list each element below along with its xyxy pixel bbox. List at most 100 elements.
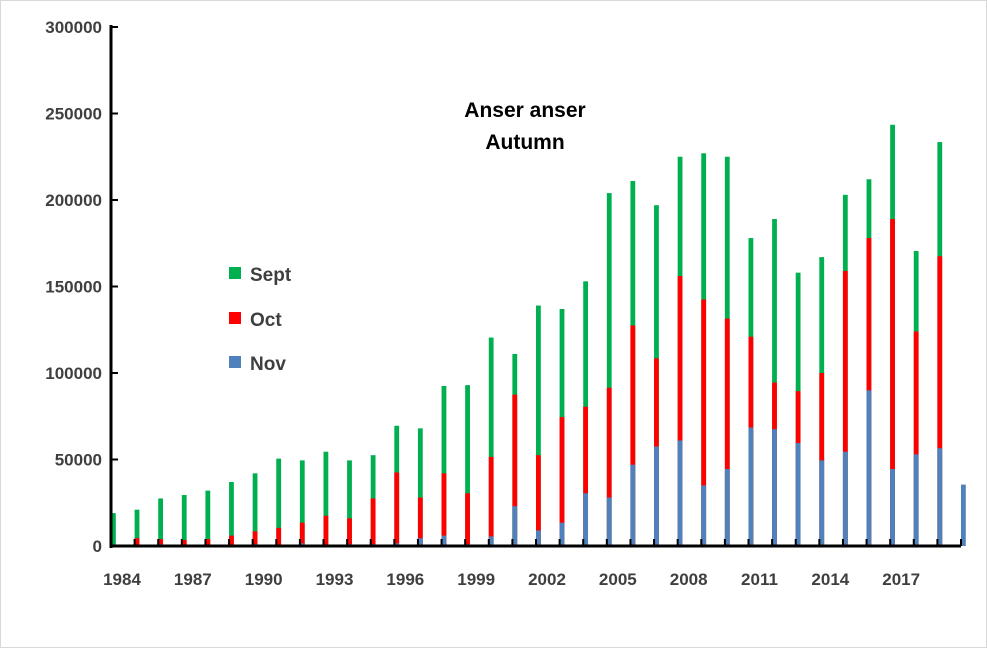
bar-oct-2008: [701, 299, 707, 546]
bar-oct-2007: [677, 276, 683, 546]
bar-nov-2010: [772, 429, 777, 546]
bar-nov-2000: [535, 530, 541, 546]
y-tick-label: 0: [93, 537, 102, 556]
bar-nov-1996: [441, 535, 447, 546]
bar-oct-2005: [630, 325, 636, 546]
bar-nov-1995: [417, 538, 423, 546]
bar-sept-1997: [417, 428, 423, 546]
bar-nov-1999: [512, 506, 518, 546]
bar-oct-1984: [134, 538, 140, 546]
bar-sept-2002: [536, 305, 541, 546]
bar-nov-2018: [960, 484, 966, 546]
bar-sept-1987: [181, 494, 187, 546]
bar-oct-2018: [937, 256, 943, 546]
bar-oct-1994: [370, 498, 376, 546]
bar-oct-2000: [512, 394, 518, 547]
bar-oct-1989: [252, 531, 258, 546]
bar-oct-2001: [535, 455, 541, 546]
y-tick-label: 50000: [55, 451, 102, 470]
bar-oct-1988: [229, 535, 234, 546]
x-tick-label: 2008: [670, 570, 708, 589]
x-tick-labels: 1984 1987 1990 1993 1996 1999 2002 2005 2008 2011…: [103, 570, 920, 589]
bar-oct-2004: [606, 387, 612, 546]
axes-group: [109, 25, 962, 548]
bar-oct-1986: [181, 539, 187, 546]
bar-oct-2013: [819, 373, 825, 546]
x-tick-label: 2002: [528, 570, 566, 589]
x-tick-label: 2017: [882, 570, 920, 589]
bar-sept-1993: [323, 451, 329, 546]
y-tick-label: 300000: [45, 18, 102, 37]
x-tick-label: 2005: [599, 570, 637, 589]
bar-nov-2011: [795, 443, 801, 546]
bar-nov-2012: [819, 460, 825, 546]
bar-sept-1992: [299, 460, 305, 546]
bar-sept-1989: [229, 481, 234, 546]
bar-nov-2001: [559, 522, 565, 546]
bar-sept-1986: [158, 498, 164, 546]
legend-swatch-sept: [229, 267, 241, 279]
bar-nov-2004: [630, 464, 636, 546]
bar-nov-2003: [606, 497, 612, 546]
bar-nov-2015: [890, 469, 895, 546]
legend-swatch-oct: [229, 312, 241, 324]
bar-oct-1996: [417, 497, 423, 546]
x-tick-label: 1996: [386, 570, 424, 589]
x-tick-label: 1993: [316, 570, 354, 589]
bar-oct-2017: [913, 331, 919, 546]
bar-sept-1998: [441, 385, 447, 546]
legend-swatch-nov: [229, 356, 241, 368]
bar-sept-1999: [465, 385, 470, 546]
legend-label-nov: Nov: [250, 354, 286, 375]
x-tick-label: 1984: [103, 570, 141, 589]
bar-nov-2005: [654, 446, 659, 546]
bar-nov-2007: [701, 485, 707, 546]
chart-subtitle: Autumn: [485, 131, 564, 154]
y-tick-labels: 0 50000 100000 150000 200000 250000 300000: [45, 18, 102, 556]
legend-label-sept: Sept: [250, 265, 292, 286]
bar-nov-2002: [583, 493, 588, 546]
bar-sept-1984: [111, 513, 116, 546]
bar-nov-2016: [913, 454, 919, 546]
x-tick-label: 2011: [741, 570, 778, 589]
y-tick-label: 150000: [45, 278, 102, 297]
bar-nov-2009: [748, 427, 754, 546]
bar-nov-2008: [724, 469, 730, 546]
bar-nov-2006: [677, 440, 683, 546]
bar-oct-1993: [347, 518, 352, 546]
bar-oct-1987: [205, 539, 211, 546]
x-tick-label: 1987: [174, 570, 212, 589]
y-tick-label: 100000: [45, 364, 102, 383]
bar-oct-1992: [323, 515, 329, 546]
bar-sept-1994: [347, 460, 352, 546]
bar-nov-1998: [488, 536, 494, 546]
bar-oct-1999: [488, 456, 494, 546]
bar-sept-1985: [134, 509, 140, 546]
bar-oct-1995: [394, 472, 400, 546]
y-tick-label: 250000: [45, 105, 102, 124]
bar-nov-2014: [866, 390, 872, 546]
y-tick-label: 200000: [45, 191, 102, 210]
x-tick-label: 2014: [811, 570, 849, 589]
bar-oct-2014: [842, 270, 848, 546]
bar-oct-1990: [276, 527, 282, 546]
bar-oct-2016: [890, 219, 895, 546]
bar-nov-2013: [842, 451, 848, 546]
bar-sept-1988: [205, 490, 211, 546]
bar-oct-2009: [724, 318, 730, 546]
legend-label-oct: Oct: [250, 310, 282, 331]
bar-sept-1990: [252, 473, 258, 546]
bar-sept-1991: [276, 458, 282, 546]
bar-oct-2003: [583, 406, 589, 546]
x-tick-label: 1990: [245, 570, 283, 589]
bar-oct-2002: [559, 417, 565, 546]
bar-oct-1998: [465, 493, 470, 546]
bar-sept-2000: [488, 337, 494, 546]
bar-sept-2005: [606, 193, 612, 546]
bar-oct-1997: [441, 473, 447, 546]
legend: Sept Oct Nov: [229, 265, 292, 375]
bars-group: [111, 124, 966, 547]
bar-oct-1985: [158, 539, 164, 546]
